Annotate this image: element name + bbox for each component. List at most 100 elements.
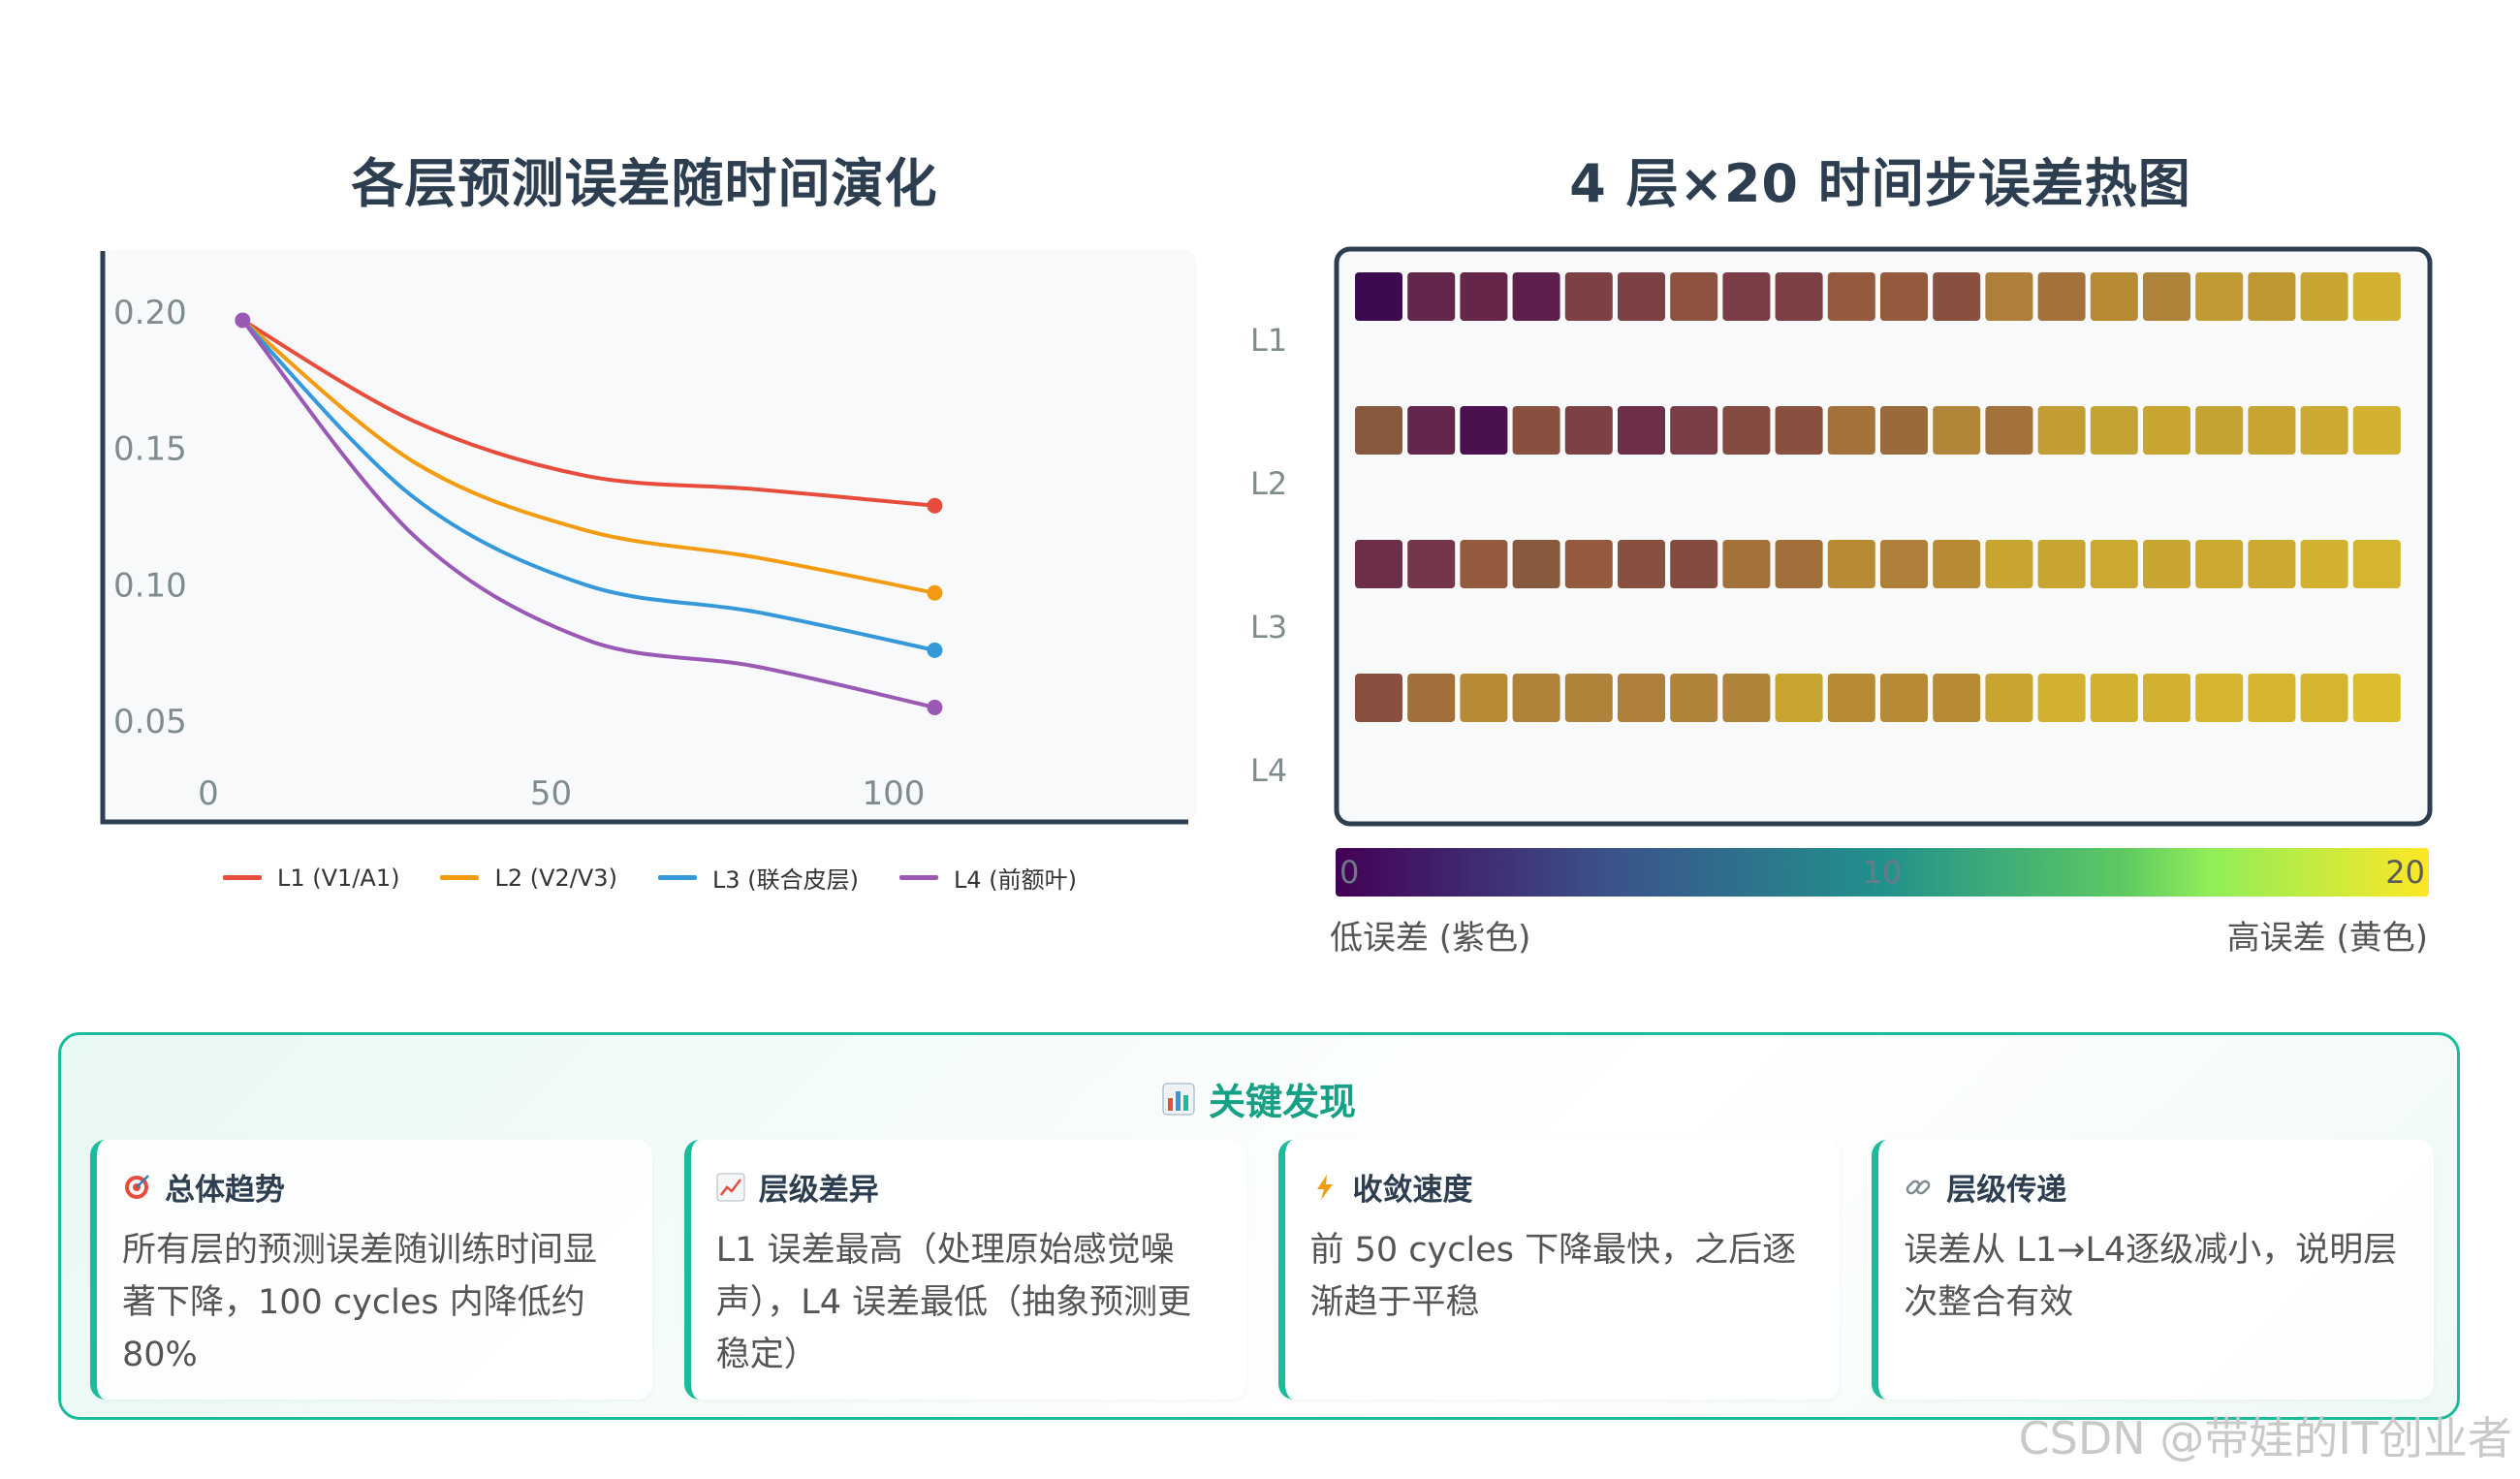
- finding-text: 误差从 L1→L4逐级减小，说明层次整合有效: [1904, 1231, 2398, 1322]
- heatmap-cell: [2143, 406, 2190, 455]
- finding-text: 所有层的预测误差随训练时间显著下降，100 cycles 内降低约 80%: [122, 1231, 598, 1374]
- heatmap-cell: [1722, 540, 1771, 588]
- plot-background: [102, 250, 1197, 822]
- legend-label: L1 (V1/A1): [277, 864, 400, 892]
- legend-item-l4[interactable]: L4 (前额叶): [898, 861, 1077, 895]
- heatmap-cell: [1460, 674, 1508, 722]
- heatmap-cell: [2037, 406, 2086, 455]
- key-findings-title: 关键发现: [1208, 1081, 1356, 1123]
- heatmap-cell: [1880, 272, 1928, 321]
- heatmap-cell: [1618, 406, 1665, 455]
- series-end-point-l1: [927, 497, 943, 514]
- finding-card-overall-trend: 总体趋势 所有层的预测误差随训练时间显著下降，100 cycles 内降低约 8…: [90, 1140, 652, 1400]
- finding-card-convergence-speed: 收敛速度 前 50 cycles 下降最快，之后逐渐趋于平稳: [1277, 1140, 1841, 1400]
- link-icon: [1904, 1173, 1933, 1202]
- row-label-l3: L3: [1250, 609, 1287, 645]
- heatmap-cell: [2143, 540, 2190, 588]
- heatmap-cell: [1880, 674, 1928, 722]
- plot-frame: [100, 251, 1188, 825]
- heatmap-cell: [2300, 540, 2348, 588]
- row-label-l4: L4: [1250, 752, 1287, 789]
- x-tick-label: 100: [863, 774, 926, 813]
- finding-title: 层级差异: [758, 1173, 879, 1208]
- heatmap-cell: [1355, 540, 1402, 588]
- heatmap-cell: [1407, 674, 1456, 722]
- heatmap-cell: [1618, 272, 1665, 321]
- heatmap-cell: [1407, 272, 1456, 321]
- y-tick-label: 0.05: [113, 703, 187, 741]
- legend-label: L4 (前额叶): [953, 866, 1077, 894]
- heatmap-cell: [1355, 272, 1402, 321]
- heatmap-cell: [2195, 674, 2244, 722]
- colorbar-tick: 0: [1339, 854, 1360, 891]
- heatmap-cell: [1460, 406, 1508, 455]
- heatmap-cell: [1775, 272, 1823, 321]
- heatmap-cell: [2300, 406, 2348, 455]
- heatmap-cell: [2352, 272, 2401, 321]
- y-tick-label: 0.10: [113, 566, 187, 605]
- colorbar-tick: 10: [1862, 854, 1903, 891]
- heatmap-cell: [1827, 272, 1875, 321]
- heatmap-cell: [1775, 674, 1823, 722]
- line-chart: 0.05 0.10 0.15 0.20 0 50 100: [100, 250, 1197, 825]
- heatmap-cell: [1985, 674, 2033, 722]
- y-tick-label: 0.15: [113, 430, 187, 469]
- heatmap-cell: [1407, 406, 1456, 455]
- heatmap-cell: [1827, 406, 1875, 455]
- finding-text: 前 50 cycles 下降最快，之后逐渐趋于平稳: [1309, 1231, 1797, 1322]
- heatmap-cell: [1670, 272, 1718, 321]
- legend-label: L3 (联合皮层): [711, 866, 859, 894]
- legend-item-l1[interactable]: L1 (V1/A1): [223, 861, 399, 895]
- heatmap-cell: [2090, 406, 2138, 455]
- heatmap-cell: [1775, 540, 1823, 588]
- finding-card-layer-propagation: 层级传递 误差从 L1→L4逐级减小，说明层次整合有效: [1872, 1140, 2434, 1400]
- heatmap-cell: [1618, 540, 1665, 588]
- heatmap-cell: [1512, 540, 1560, 588]
- heatmap-cell: [2090, 540, 2138, 588]
- legend-item-l2[interactable]: L2 (V2/V3): [440, 861, 617, 895]
- heatmap-cell: [1933, 272, 1981, 321]
- y-tick-label: 0.20: [113, 294, 187, 332]
- heatmap-cell: [1460, 272, 1508, 321]
- heatmap-cell: [1827, 540, 1875, 588]
- heatmap-cell: [1564, 272, 1613, 321]
- chart-up-icon: [716, 1173, 745, 1202]
- heatmap-cell: [1933, 540, 1981, 588]
- heatmap-cell: [1722, 406, 1771, 455]
- colorbar-low-label: 低误差 (紫色): [1330, 919, 1531, 958]
- heatmap-cell: [1985, 540, 2033, 588]
- heatmap-cell: [1933, 674, 1981, 722]
- heatmap-cell: [2037, 540, 2086, 588]
- target-icon: [122, 1173, 151, 1202]
- heatmap-cell: [1827, 674, 1875, 722]
- heatmap-cell: [2248, 540, 2296, 588]
- heatmap-cell: [1933, 406, 1981, 455]
- finding-title: 总体趋势: [165, 1173, 285, 1208]
- bar-chart-icon: [1162, 1083, 1195, 1116]
- heatmap-cell: [2143, 674, 2190, 722]
- finding-text: L1 误差最高（处理原始感觉噪声），L4 误差最低（抽象预测更稳定）: [715, 1231, 1192, 1374]
- heatmap-cell: [2248, 406, 2296, 455]
- heatmap-cell: [2195, 540, 2244, 588]
- heatmap-cell: [1564, 674, 1613, 722]
- heatmap-cell: [1880, 540, 1928, 588]
- heatmap-cell: [1670, 540, 1718, 588]
- row-label-l2: L2: [1250, 465, 1287, 502]
- heatmap-cell: [2195, 406, 2244, 455]
- x-tick-label: 0: [198, 774, 219, 813]
- legend-item-l3[interactable]: L3 (联合皮层): [657, 861, 859, 895]
- heatmap-cell: [1722, 674, 1771, 722]
- heatmap-cell: [1564, 406, 1613, 455]
- series-line-l3: [240, 319, 935, 652]
- heatmap-colorbar: 0 10 20: [1336, 848, 2429, 897]
- heatmap-cell: [1564, 540, 1613, 588]
- heatmap-cell: [1670, 674, 1718, 722]
- series-line-l4: [240, 319, 935, 709]
- heatmap-cell: [2090, 272, 2138, 321]
- x-tick-label: 50: [530, 774, 572, 813]
- heatmap-title: 4 层×20 时间步误差热图: [1569, 153, 2191, 214]
- heatmap-cell: [1355, 674, 1402, 722]
- heatmap-cell: [2300, 674, 2348, 722]
- line-chart-title: 各层预测误差随时间演化: [351, 153, 938, 214]
- key-findings-panel: 关键发现 总体趋势 所有层的预测误差随训练时间显著下降，100 cycles 内…: [58, 1032, 2460, 1420]
